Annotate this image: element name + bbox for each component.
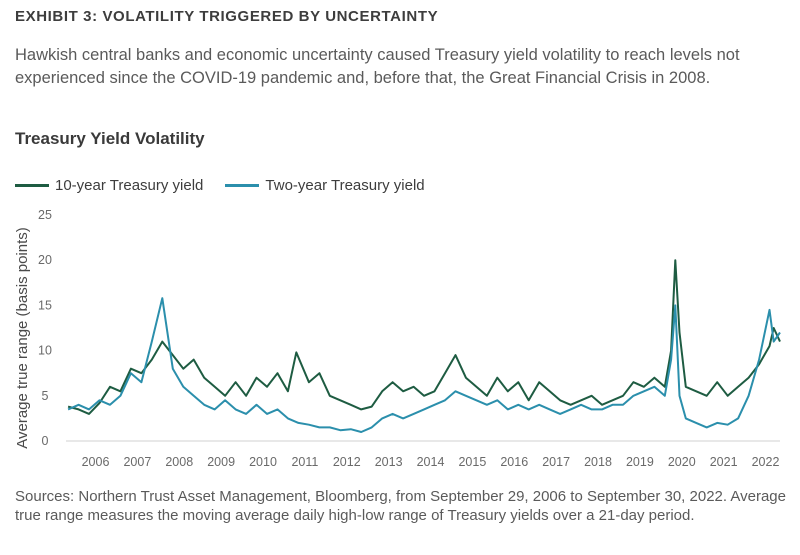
- x-tick-label: 2020: [668, 455, 696, 469]
- x-tick-label: 2006: [82, 455, 110, 469]
- y-tick-label: 0: [42, 434, 49, 448]
- x-tick-label: 2010: [249, 455, 277, 469]
- chart-area: Average true range (basis points) 0 5 10 15…: [14, 208, 781, 469]
- sources-note: Sources: Northern Trust Asset Management…: [15, 488, 786, 524]
- intro-text: Hawkish central banks and economic uncer…: [15, 46, 740, 87]
- y-tick-label: 25: [38, 208, 52, 222]
- series-line-10y: [67, 259, 781, 415]
- x-tick-label: 2008: [165, 455, 193, 469]
- legend-label-10y: 10-year Treasury yield: [55, 177, 204, 194]
- x-tick-label: 2022: [752, 455, 780, 469]
- series-line-2y: [67, 297, 781, 433]
- legend-item-2y: Two-year Treasury yield: [225, 177, 425, 194]
- x-tick-label: 2007: [123, 455, 151, 469]
- y-tick-label: 15: [38, 298, 52, 312]
- x-tick-label: 2013: [375, 455, 403, 469]
- x-tick-label: 2014: [417, 455, 445, 469]
- legend-swatch-2y: [225, 184, 260, 187]
- exhibit-label: EXHIBIT 3: VOLATILITY TRIGGERED BY UNCER…: [15, 8, 439, 25]
- x-tick-label: 2015: [458, 455, 486, 469]
- x-ticks: 2006 2007 2008 2009 2010 2011 2012 2013 2014 2015…: [82, 455, 780, 469]
- legend: 10-year Treasury yield Two-year Treasury…: [15, 177, 447, 194]
- x-tick-label: 2011: [291, 455, 318, 469]
- x-tick-label: 2019: [626, 455, 654, 469]
- y-tick-label: 20: [38, 253, 52, 267]
- x-tick-label: 2009: [207, 455, 235, 469]
- x-tick-label: 2021: [710, 455, 738, 469]
- x-tick-label: 2017: [542, 455, 570, 469]
- x-tick-label: 2012: [333, 455, 361, 469]
- chart-title: Treasury Yield Volatility: [15, 129, 205, 148]
- legend-item-10y: 10-year Treasury yield: [15, 177, 203, 194]
- y-axis-label: Average true range (basis points): [14, 227, 31, 449]
- series-group: [67, 259, 781, 433]
- y-tick-label: 10: [38, 344, 52, 358]
- legend-swatch-10y: [15, 184, 49, 187]
- y-ticks: 0 5 10 15 20 25: [38, 208, 52, 448]
- y-tick-label: 5: [42, 389, 49, 403]
- x-tick-label: 2016: [500, 455, 528, 469]
- legend-label-2y: Two-year Treasury yield: [265, 177, 425, 194]
- x-tick-label: 2018: [584, 455, 612, 469]
